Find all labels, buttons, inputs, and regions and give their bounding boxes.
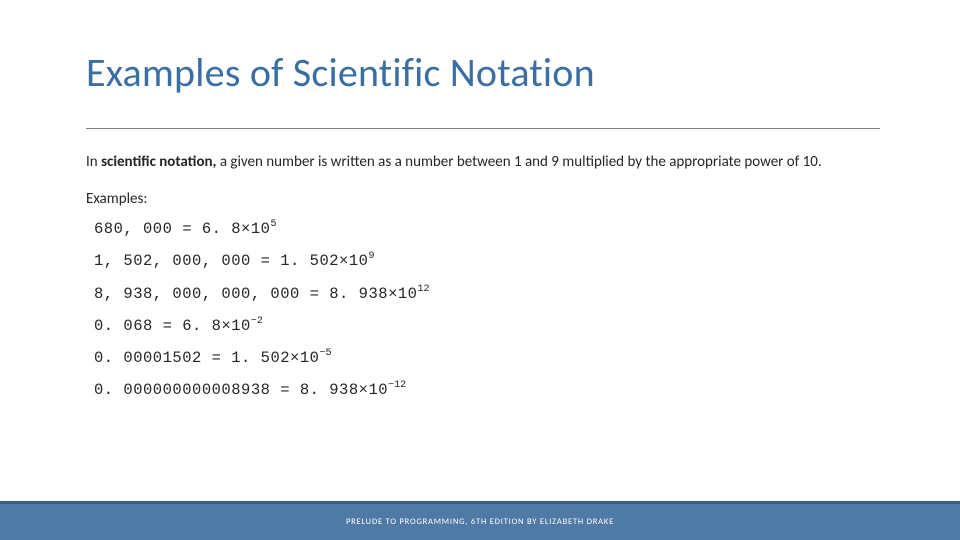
example-exponent: 5 xyxy=(270,219,276,230)
intro-bold-term: scientific notation, xyxy=(101,153,216,171)
footer-text: PRELUDE TO PROGRAMMING, 6TH EDITION BY E… xyxy=(346,517,614,527)
examples-label: Examples: xyxy=(86,190,886,208)
footer-bar: PRELUDE TO PROGRAMMING, 6TH EDITION BY E… xyxy=(0,504,960,540)
example-row: 1, 502, 000, 000 = 1. 502×109 xyxy=(94,252,886,270)
intro-paragraph: In scientific notation, a given number i… xyxy=(86,152,886,172)
example-exponent: 9 xyxy=(368,251,374,262)
example-row: 8, 938, 000, 000, 000 = 8. 938×1012 xyxy=(94,285,886,303)
example-row: 680, 000 = 6. 8×105 xyxy=(94,220,886,238)
example-lhs: 0. 000000000008938 xyxy=(94,381,270,399)
example-mantissa: 1. 502 xyxy=(231,349,290,367)
title-underline xyxy=(86,128,880,129)
intro-prefix: In xyxy=(86,153,101,171)
example-lhs: 0. 00001502 xyxy=(94,349,202,367)
example-lhs: 680, 000 xyxy=(94,220,172,238)
example-row: 0. 000000000008938 = 8. 938×10−12 xyxy=(94,381,886,399)
example-mantissa: 8. 938 xyxy=(329,285,388,303)
example-lhs: 8, 938, 000, 000, 000 xyxy=(94,285,300,303)
example-exponent: 12 xyxy=(417,284,429,295)
example-mantissa: 6. 8 xyxy=(182,317,221,335)
example-lhs: 1, 502, 000, 000 xyxy=(94,253,251,271)
intro-rest: a given number is written as a number be… xyxy=(216,153,821,171)
example-mantissa: 1. 502 xyxy=(280,253,339,271)
example-exponent: −2 xyxy=(251,316,263,327)
example-exponent: −5 xyxy=(319,348,331,359)
example-exponent: −12 xyxy=(388,380,406,391)
example-lhs: 0. 068 xyxy=(94,317,153,335)
example-mantissa: 8. 938 xyxy=(300,381,359,399)
slide-title: Examples of Scientific Notation xyxy=(86,48,595,97)
example-mantissa: 6. 8 xyxy=(202,220,241,238)
example-row: 0. 00001502 = 1. 502×10−5 xyxy=(94,349,886,367)
slide: Examples of Scientific Notation In scien… xyxy=(0,0,960,540)
slide-body: In scientific notation, a given number i… xyxy=(86,152,886,413)
example-row: 0. 068 = 6. 8×10−2 xyxy=(94,317,886,335)
